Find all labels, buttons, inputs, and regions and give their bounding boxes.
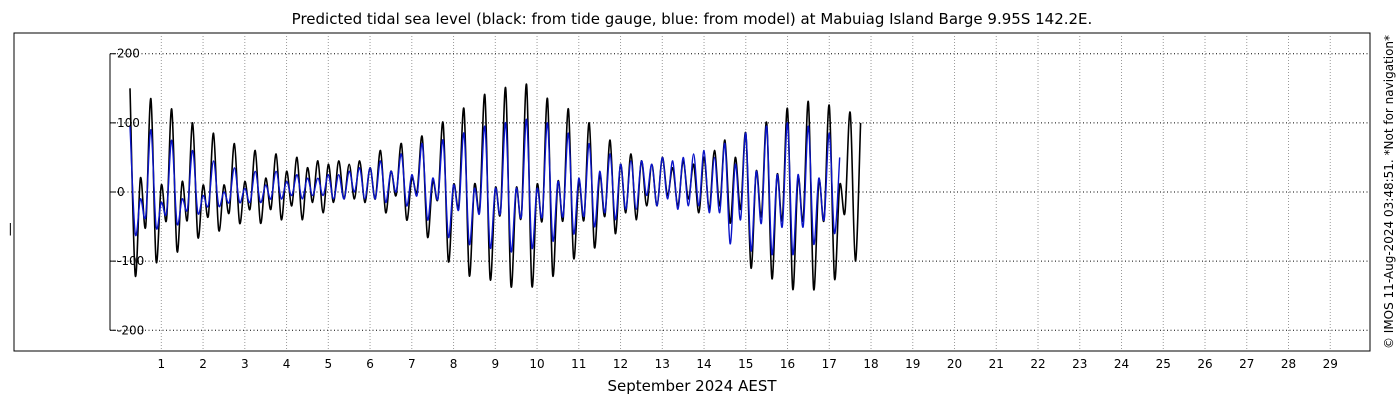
credit-text: © IMOS 11-Aug-2024 03:48:51. *Not for na…: [1382, 35, 1396, 349]
x-tick-label: 26: [1197, 357, 1212, 371]
y-tick-label: 200: [117, 47, 140, 61]
x-tick-label: 3: [241, 357, 249, 371]
y-tick-label: 0: [117, 185, 125, 199]
x-tick-label: 7: [408, 357, 416, 371]
x-tick-label: 21: [989, 357, 1004, 371]
x-tick-label: 24: [1114, 357, 1129, 371]
x-tick-label: 6: [366, 357, 374, 371]
x-tick-label: 8: [450, 357, 458, 371]
series-group: [129, 83, 862, 291]
x-tick-label: 4: [283, 357, 291, 371]
x-tick-label: 27: [1239, 357, 1254, 371]
x-tick-label: 28: [1281, 357, 1296, 371]
series-model-line: [129, 118, 841, 255]
x-tick-label: 17: [822, 357, 837, 371]
x-tick-label: 25: [1156, 357, 1171, 371]
y-tick-label: -200: [117, 323, 144, 337]
grid: [110, 36, 1370, 350]
y-tick-label: 100: [117, 116, 140, 130]
chart-title: Predicted tidal sea level (black: from t…: [292, 10, 1093, 28]
x-tick-label: 2: [199, 357, 207, 371]
x-tick-label: 1: [157, 357, 165, 371]
x-tick-label: 12: [613, 357, 628, 371]
x-tick-label: 9: [491, 357, 499, 371]
y-tick-label: -100: [117, 254, 144, 268]
x-tick-label: 10: [529, 357, 544, 371]
x-tick-label: 20: [947, 357, 962, 371]
x-axis-label: September 2024 AEST: [607, 377, 777, 395]
x-tick-label: 13: [655, 357, 670, 371]
x-tick-label: 18: [863, 357, 878, 371]
x-tick-label: 15: [738, 357, 753, 371]
x-tick-label: 22: [1030, 357, 1045, 371]
x-tick-label: 5: [324, 357, 332, 371]
x-tick-label: 14: [696, 357, 711, 371]
x-tick-label: 19: [905, 357, 920, 371]
x-tick-label: 29: [1323, 357, 1338, 371]
x-tick-label: 11: [571, 357, 586, 371]
x-tick-label: 23: [1072, 357, 1087, 371]
x-tick-label: 16: [780, 357, 795, 371]
